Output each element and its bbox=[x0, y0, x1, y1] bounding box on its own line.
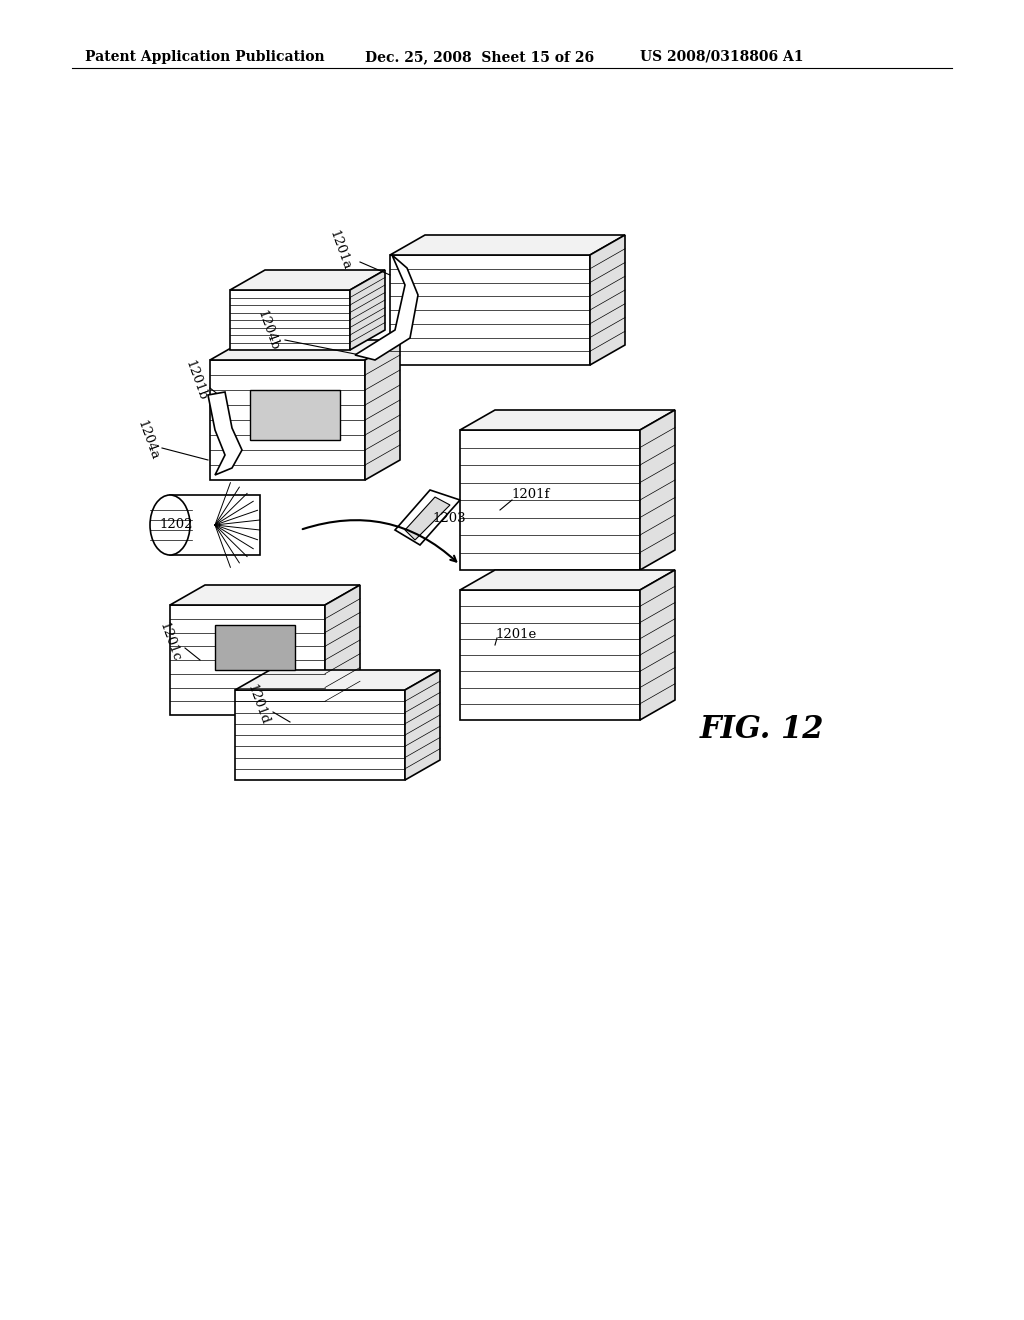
Polygon shape bbox=[170, 495, 260, 554]
Polygon shape bbox=[210, 360, 365, 480]
Polygon shape bbox=[170, 605, 325, 715]
Text: US 2008/0318806 A1: US 2008/0318806 A1 bbox=[640, 50, 804, 63]
Polygon shape bbox=[350, 271, 385, 350]
Text: 1201e: 1201e bbox=[495, 628, 537, 642]
Polygon shape bbox=[215, 624, 295, 671]
Polygon shape bbox=[210, 341, 400, 360]
Polygon shape bbox=[460, 570, 675, 590]
Text: 1204a: 1204a bbox=[135, 418, 161, 462]
Text: 1201a: 1201a bbox=[327, 228, 353, 272]
Polygon shape bbox=[170, 585, 360, 605]
Polygon shape bbox=[460, 430, 640, 570]
Text: Patent Application Publication: Patent Application Publication bbox=[85, 50, 325, 63]
Ellipse shape bbox=[150, 495, 190, 554]
Polygon shape bbox=[590, 235, 625, 366]
Polygon shape bbox=[406, 498, 450, 540]
Polygon shape bbox=[325, 585, 360, 715]
Polygon shape bbox=[234, 671, 440, 690]
Polygon shape bbox=[234, 690, 406, 780]
Polygon shape bbox=[640, 570, 675, 719]
Polygon shape bbox=[640, 411, 675, 570]
Polygon shape bbox=[460, 590, 640, 719]
Polygon shape bbox=[365, 341, 400, 480]
Text: 1201c: 1201c bbox=[157, 620, 183, 664]
Polygon shape bbox=[460, 411, 675, 430]
Polygon shape bbox=[395, 490, 460, 545]
Text: 1201b: 1201b bbox=[182, 358, 209, 401]
Text: 1203: 1203 bbox=[432, 511, 466, 524]
Polygon shape bbox=[250, 389, 340, 440]
Polygon shape bbox=[208, 392, 242, 475]
Text: 1202: 1202 bbox=[160, 519, 193, 532]
Text: 1204b: 1204b bbox=[255, 308, 282, 352]
Polygon shape bbox=[406, 671, 440, 780]
Polygon shape bbox=[230, 290, 350, 350]
Text: Dec. 25, 2008  Sheet 15 of 26: Dec. 25, 2008 Sheet 15 of 26 bbox=[365, 50, 594, 63]
Polygon shape bbox=[355, 255, 418, 360]
Text: 1201d: 1201d bbox=[245, 682, 271, 727]
Polygon shape bbox=[390, 235, 625, 255]
Polygon shape bbox=[390, 255, 590, 366]
Text: 1201f: 1201f bbox=[511, 488, 549, 502]
Polygon shape bbox=[230, 271, 385, 290]
Text: FIG. 12: FIG. 12 bbox=[700, 714, 824, 746]
